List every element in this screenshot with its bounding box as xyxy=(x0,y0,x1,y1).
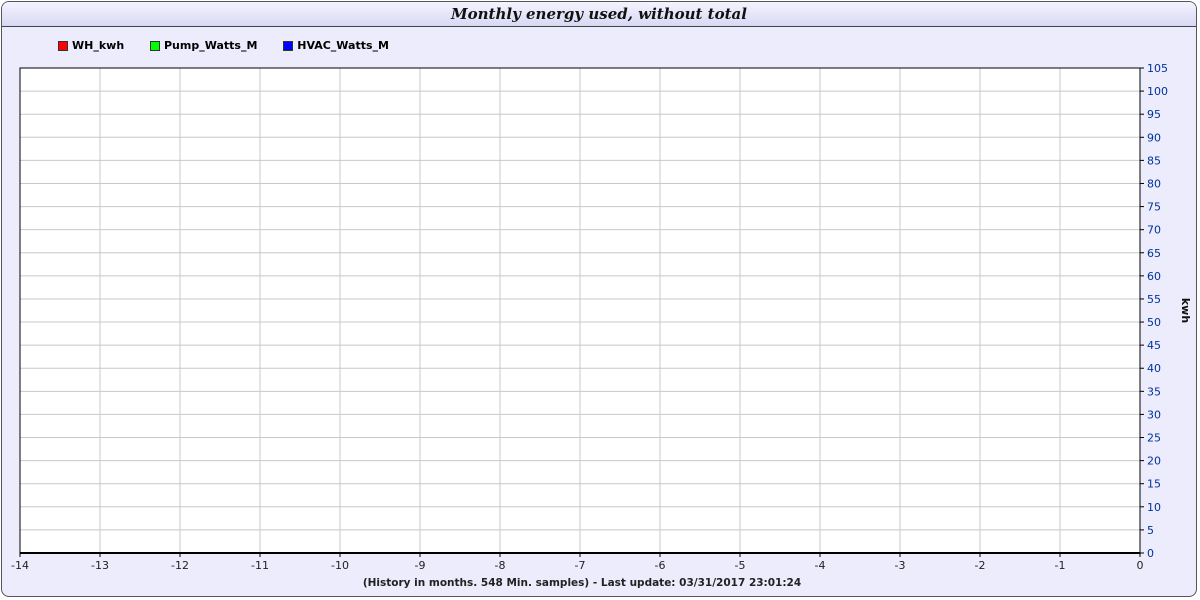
y-tick-label: 100 xyxy=(1147,85,1168,98)
y-tick-label: 30 xyxy=(1147,408,1161,421)
x-tick-label: -7 xyxy=(575,559,586,572)
y-tick-label: 10 xyxy=(1147,501,1161,514)
x-tick-label: -3 xyxy=(895,559,906,572)
legend-item-hvac: HVAC_Watts_M xyxy=(283,39,389,52)
x-tick-label: -13 xyxy=(91,559,109,572)
y-tick-label: 65 xyxy=(1147,247,1161,260)
y-tick-label: 50 xyxy=(1147,316,1161,329)
x-tick-label: -14 xyxy=(11,559,29,572)
y-axis-label: kwh xyxy=(1179,298,1192,323)
y-tick-label: 15 xyxy=(1147,478,1161,491)
y-tick-label: 75 xyxy=(1147,201,1161,214)
x-tick-label: -9 xyxy=(415,559,426,572)
x-tick-label: 0 xyxy=(1137,559,1144,572)
y-tick-label: 35 xyxy=(1147,385,1161,398)
y-tick-label: 25 xyxy=(1147,432,1161,445)
y-tick-label: 95 xyxy=(1147,108,1161,121)
x-tick-label: -12 xyxy=(171,559,189,572)
x-tick-label: -4 xyxy=(815,559,826,572)
legend: WH_kwh Pump_Watts_M HVAC_Watts_M xyxy=(58,39,411,54)
x-tick-label: -8 xyxy=(495,559,506,572)
y-tick-label: 55 xyxy=(1147,293,1161,306)
y-tick-label: 85 xyxy=(1147,154,1161,167)
legend-item-pump: Pump_Watts_M xyxy=(150,39,257,52)
y-tick-label: 45 xyxy=(1147,339,1161,352)
legend-label: WH_kwh xyxy=(72,39,125,52)
y-tick-label: 20 xyxy=(1147,455,1161,468)
y-tick-label: 60 xyxy=(1147,270,1161,283)
x-tick-label: -6 xyxy=(655,559,666,572)
y-tick-label: 70 xyxy=(1147,224,1161,237)
x-tick-label: -10 xyxy=(331,559,349,572)
title-bar: Monthly energy used, without total xyxy=(2,2,1196,27)
y-tick-label: 90 xyxy=(1147,131,1161,144)
y-tick-label: 105 xyxy=(1147,62,1168,75)
legend-label: Pump_Watts_M xyxy=(164,39,258,52)
x-axis-label: (History in months. 548 Min. samples) - … xyxy=(362,577,802,589)
y-tick-label: 40 xyxy=(1147,362,1161,375)
y-tick-label: 5 xyxy=(1147,524,1154,537)
y-tick-label: 0 xyxy=(1147,547,1154,560)
x-tick-label: -11 xyxy=(251,559,269,572)
legend-label: HVAC_Watts_M xyxy=(297,39,389,52)
y-tick-label: 80 xyxy=(1147,177,1161,190)
legend-swatch-green xyxy=(150,40,160,51)
chart-title: Monthly energy used, without total xyxy=(451,5,747,23)
x-tick-label: -1 xyxy=(1055,559,1066,572)
x-tick-label: -2 xyxy=(975,559,986,572)
x-tick-label: -5 xyxy=(735,559,746,572)
legend-item-wh: WH_kwh xyxy=(58,39,124,52)
legend-swatch-red xyxy=(58,40,68,51)
legend-swatch-blue xyxy=(283,40,294,51)
